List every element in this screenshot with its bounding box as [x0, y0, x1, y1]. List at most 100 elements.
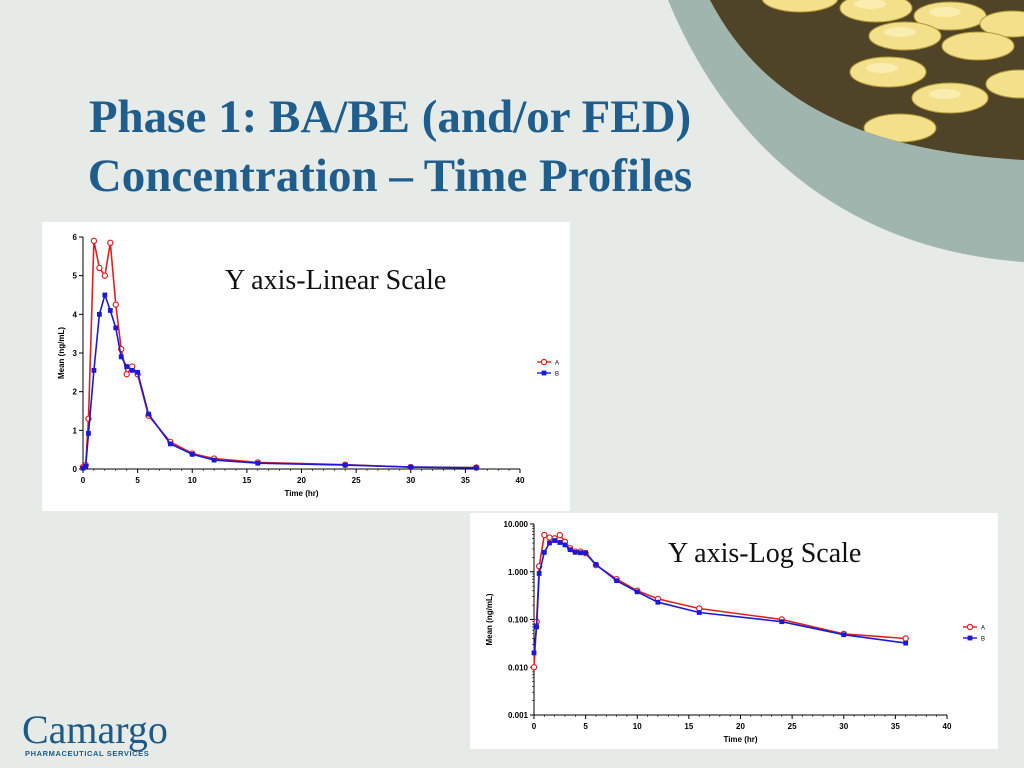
title-line-2: Concentration – Time Profiles: [87, 149, 693, 202]
x-tick-label: 35: [891, 722, 900, 731]
linear-scale-chart: 0 5 10 15 20 25 30 35 40 0 1 2 3 4 5 6 Time (hr) Mean (ng…: [42, 222, 570, 511]
data-point-b: [129, 368, 135, 373]
legend-marker-a: [966, 623, 974, 631]
data-point-b: [189, 451, 195, 457]
series-line-b: [82, 292, 477, 469]
data-point-b: [536, 571, 542, 576]
data-point-a: [556, 531, 564, 539]
y-tick-label: 6: [73, 233, 78, 242]
data-point-b: [547, 540, 552, 546]
data-point-b: [562, 542, 568, 548]
data-point-a: [902, 635, 909, 642]
series-line-a: [82, 240, 477, 469]
title-line-1: Phase 1: BA/BE (and/or FED): [88, 91, 692, 143]
data-point-b: [408, 464, 414, 470]
legend-marker-b: [967, 635, 973, 641]
data-point-b: [113, 325, 119, 331]
data-point-b: [903, 640, 909, 646]
data-point-b: [583, 550, 589, 556]
data-point-b: [135, 369, 141, 375]
data-point-b: [86, 431, 91, 436]
y-tick-label: 1: [73, 426, 78, 435]
data-point-b: [83, 463, 89, 469]
x-tick-label: 30: [839, 722, 848, 731]
y-tick-label: 1.000: [508, 568, 529, 577]
y-tick-label: 0: [73, 465, 78, 474]
x-tick-label: 20: [736, 722, 745, 731]
x-tick-label: 25: [788, 722, 797, 731]
x-axis-title: Time (hr): [284, 489, 318, 498]
data-point-b: [655, 599, 661, 605]
y-axis-title: Mean (ng/mL): [485, 593, 494, 645]
data-point-b: [211, 457, 217, 463]
data-point-b: [541, 549, 547, 555]
data-point-b: [696, 610, 702, 615]
data-point-a: [101, 272, 109, 279]
x-tick-label: 25: [352, 476, 361, 485]
log-chart-svg: 0 5 10 15 20 25 30 35 40 0.001 0.010 0.100 1.000 10.0…: [485, 520, 985, 744]
y-tick-label: 0.100: [508, 616, 529, 625]
y-tick-label: 2: [73, 388, 78, 397]
logo-subtitle: PHARMACEUTICAL SERVICES: [25, 749, 150, 758]
y-tick-label: 4: [73, 310, 78, 319]
data-point-a: [541, 531, 548, 539]
log-scale-label: Y axis-Log Scale: [668, 538, 862, 569]
data-point-a: [112, 301, 119, 308]
data-point-b: [124, 364, 130, 369]
y-tick-label: 3: [73, 349, 78, 358]
y-tick-label: 5: [73, 272, 78, 281]
legend-marker-b: [541, 370, 547, 376]
linear-scale-label: Y axis-Linear Scale: [225, 265, 447, 296]
data-point-b: [80, 465, 86, 471]
camargo-logo: Camargo PHARMACEUTICAL SERVICES: [22, 707, 168, 759]
data-point-b: [118, 354, 124, 360]
data-point-b: [91, 368, 97, 373]
x-tick-label: 35: [461, 476, 470, 485]
legend-label-a: A: [981, 626, 985, 632]
data-point-b: [567, 547, 573, 553]
data-point-a: [123, 371, 130, 378]
x-tick-label: 10: [188, 476, 197, 485]
data-point-b: [552, 538, 558, 543]
data-point-b: [534, 624, 539, 630]
data-point-a: [96, 264, 103, 272]
data-point-b: [593, 562, 599, 567]
data-point-b: [96, 311, 102, 317]
y-axis-title: Mean (ng/mL): [57, 327, 66, 379]
x-tick-label: 15: [242, 476, 251, 485]
data-point-b: [107, 308, 113, 313]
linear-chart-svg: 0 5 10 15 20 25 30 35 40 0 1 2 3 4 5 6 Time (hr) Mean (ng…: [57, 233, 559, 498]
legend-label-b: B: [981, 637, 985, 643]
x-tick-label: 20: [297, 476, 306, 485]
data-point-b: [572, 549, 578, 555]
log-scale-chart: 0 5 10 15 20 25 30 35 40 0.001 0.010 0.100 1.000 10.0…: [470, 513, 998, 749]
data-point-a: [107, 239, 114, 246]
data-point-b: [473, 465, 479, 471]
data-point-b: [255, 460, 261, 466]
x-tick-label: 0: [81, 476, 86, 485]
x-tick-label: 5: [583, 722, 588, 731]
data-point-b: [614, 578, 619, 584]
data-point-b: [841, 632, 847, 638]
data-point-a: [530, 664, 538, 671]
data-point-b: [168, 441, 173, 447]
y-tick-label: 10.000: [504, 520, 529, 529]
y-tick-label: 0.010: [508, 663, 529, 672]
logo-name: Camargo: [22, 707, 168, 752]
x-tick-label: 5: [135, 476, 140, 485]
data-point-a: [546, 534, 553, 541]
x-tick-label: 15: [684, 722, 693, 731]
x-tick-label: 0: [532, 722, 537, 731]
x-tick-label: 30: [406, 476, 415, 485]
x-axis-title: Time (hr): [723, 735, 757, 744]
legend-marker-a: [540, 358, 548, 366]
data-point-a: [90, 237, 98, 245]
data-point-b: [342, 462, 348, 468]
y-tick-label: 0.001: [508, 711, 529, 720]
data-point-b: [779, 619, 785, 625]
x-tick-label: 10: [633, 722, 642, 731]
data-point-b: [531, 650, 537, 656]
x-tick-label: 40: [943, 722, 952, 731]
